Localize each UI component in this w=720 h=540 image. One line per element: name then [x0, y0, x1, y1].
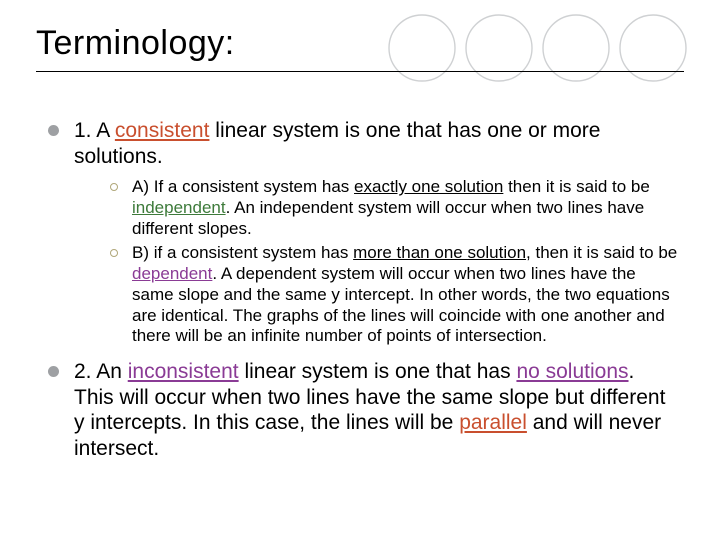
bullet-list-lvl1: 1. A consistent linear system is one tha… — [48, 118, 678, 462]
p1a-keyword-independent: independent — [132, 198, 226, 217]
slide-body: 1. A consistent linear system is one tha… — [48, 118, 678, 474]
title-block: Terminology: — [36, 24, 684, 72]
point-1a: A) If a consistent system has exactly on… — [110, 177, 678, 239]
title-underline — [36, 71, 684, 72]
slide-title: Terminology: — [36, 24, 684, 63]
point-1b: B) if a consistent system has more than … — [110, 243, 678, 347]
p1a-underline-exactly-one: exactly one solution — [354, 177, 503, 196]
p1a-mid1: then it is said to be — [503, 177, 649, 196]
p1-pre: 1. A — [74, 119, 115, 142]
p2-keyword-parallel: parallel — [459, 411, 527, 434]
point-1: 1. A consistent linear system is one tha… — [48, 118, 678, 347]
bullet-list-lvl2: A) If a consistent system has exactly on… — [74, 177, 678, 347]
p1b-keyword-dependent: dependent — [132, 264, 212, 283]
p2-keyword-no-solutions: no solutions — [516, 360, 628, 383]
p1b-mid1: , then it is said to be — [526, 243, 677, 262]
p1a-pre: A) If a consistent system has — [132, 177, 354, 196]
p1-keyword-consistent: consistent — [115, 119, 210, 142]
slide: Terminology: 1. A consistent linear syst… — [0, 0, 720, 540]
point-2: 2. An inconsistent linear system is one … — [48, 359, 678, 461]
p1b-underline-more-than-one: more than one solution — [353, 243, 526, 262]
p2-mid1: linear system is one that has — [239, 360, 517, 383]
p1b-pre: B) if a consistent system has — [132, 243, 353, 262]
p2-keyword-inconsistent: inconsistent — [128, 360, 239, 383]
p2-pre: 2. An — [74, 360, 128, 383]
p1b-post: . A dependent system will occur when two… — [132, 264, 670, 345]
